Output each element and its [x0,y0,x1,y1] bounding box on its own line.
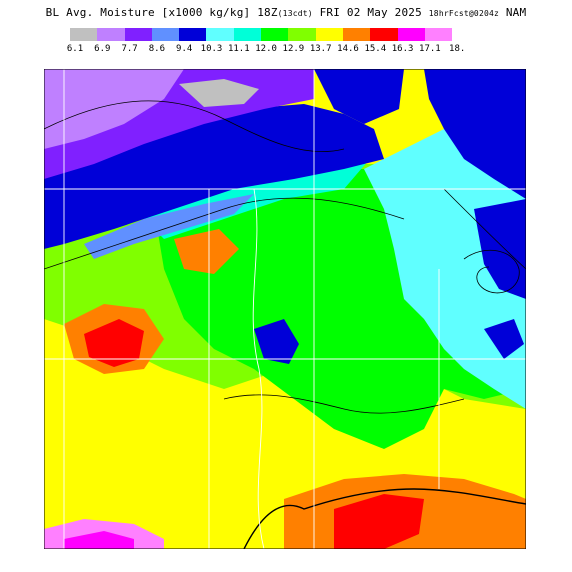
region-red-west [84,319,144,367]
legend-tick-label: 6.1 [66,44,84,54]
legend-tick-label: 12.0 [255,44,277,54]
title-model: NAM [505,6,527,19]
title-forecast: 18hrFcst@0204z [428,9,500,18]
contour-north [44,100,345,153]
map-title: BL Avg. Moisture [x1000 kg/kg] 18Z(13cdt… [0,6,572,19]
region-blue-pocket-east [484,319,524,359]
contour-swirl [463,250,520,294]
legend-swatch [179,28,207,41]
state-boundaries [44,69,526,549]
region-blue-upper [314,69,404,124]
color-legend-ticks: 6.1 6.9 7.7 8.6 9.4 10.3 11.1 12.0 12.9 13.7 14.6 1… [0,44,572,56]
region-blue-pocket [254,319,299,364]
legend-swatch [261,28,289,41]
legend-swatch [424,28,453,41]
legend-tick-label: 16.3 [391,44,414,54]
region-cyan-east [364,109,526,409]
legend-swatch [124,28,152,41]
legend-swatch [342,28,371,41]
legend-tick-label: 12.9 [282,44,305,54]
legend-tick-label: 8.6 [148,44,166,54]
region-gray-north [179,79,259,107]
legend-tick-label: 14.6 [337,44,359,54]
region-blue-east [474,199,526,299]
legend-tick-label: 17.1 [419,44,441,54]
region-red-gulf [334,494,424,549]
contour-lines [44,100,526,549]
color-legend-bar [70,28,453,41]
legend-swatch [288,28,316,41]
title-date: FRI 02 May 2025 [319,6,422,19]
legend-swatch [233,28,262,41]
legend-swatch [206,28,234,41]
boundary-river [252,188,265,549]
legend-swatch [370,28,398,41]
legend-swatch [151,28,180,41]
legend-swatch [97,28,125,41]
title-local-time: (13cdt) [277,9,313,18]
region-blue-northeast [424,69,526,199]
region-magenta-southwest [64,531,134,549]
region-orange-northwest [174,229,239,274]
moisture-map [44,69,526,549]
region-periwinkle-band [84,194,254,259]
contour-south [223,394,465,414]
region-lavender-northwest [44,69,184,149]
legend-tick-label: 11.1 [227,44,250,54]
legend-swatch [397,28,425,41]
contour-east [443,188,526,270]
legend-tick-label: 10.3 [200,44,223,54]
legend-swatch [70,28,98,41]
legend-tick-label: 18. [449,44,466,54]
contour-mid [44,197,405,270]
legend-swatch [315,28,343,41]
coastline [243,488,526,549]
legend-tick-label: 9.4 [176,44,193,54]
legend-tick-label: 15.4 [364,44,387,54]
legend-tick-label: 7.7 [121,44,138,54]
legend-tick-label: 13.7 [309,44,332,54]
legend-tick-label: 6.9 [94,44,111,54]
title-time: 18Z [257,6,278,19]
title-main: BL Avg. Moisture [x1000 kg/kg] [45,6,251,19]
